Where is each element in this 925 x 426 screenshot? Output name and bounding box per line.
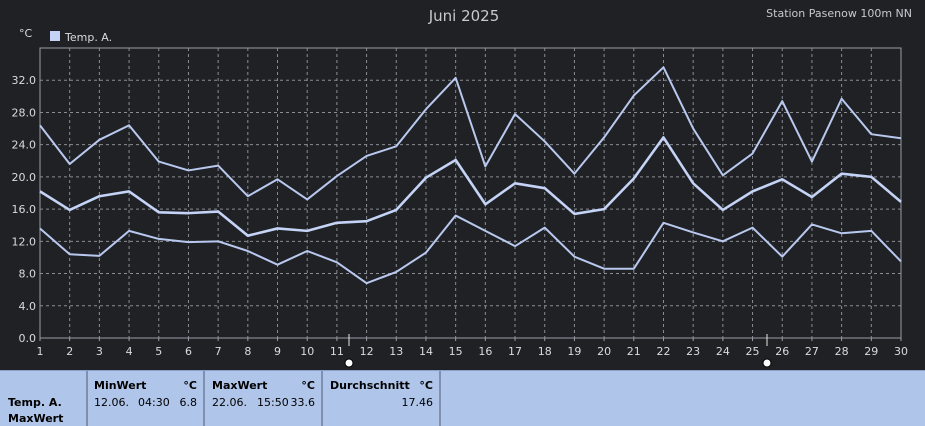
series-line-max [39,66,902,201]
x-tick-label: 24 [716,345,730,358]
y-axis-unit: °C [19,27,33,40]
row-label: Temp. A. [8,396,62,409]
min-unit: °C [183,379,197,392]
y-tick-label: 28.0 [12,106,37,119]
stats-row-label-cell: Temp. A. MaxWert [0,371,88,426]
x-tick-label: 14 [419,345,433,358]
x-tick-label: 20 [597,345,611,358]
max-cell: MaxWert °C 22.06. 15:50 33.6 [205,371,323,426]
max-marker-icon [762,358,772,368]
x-tick-label: 25 [746,345,760,358]
x-tick-label: 19 [567,345,581,358]
x-tick-label: 15 [449,345,463,358]
max-value: 33.6 [290,396,316,409]
legend-swatch [50,31,60,41]
grid [40,48,901,338]
max-header: MaxWert [212,379,268,392]
max-time: 15:50 [257,396,289,409]
chart-area: Juni 2025 Station Pasenow 100m NN °C Tem… [11,7,912,368]
x-tick-label: 12 [360,345,374,358]
min-header: MinWert [94,379,147,392]
y-tick-label: 24.0 [12,139,37,152]
series-line-avg [39,136,902,237]
x-tick-label: 8 [244,345,251,358]
avg-cell: Durchschnitt °C 17.46 [323,371,441,426]
legend-label: Temp. A. [64,31,112,44]
avg-header: Durchschnitt [330,379,410,392]
y-tick-label: 32.0 [12,74,37,87]
x-tick-label: 6 [185,345,192,358]
x-tick-label: 3 [96,345,103,358]
row-sublabel: MaxWert [8,412,64,425]
x-tick-label: 10 [300,345,314,358]
min-value: 6.8 [179,396,198,409]
y-tick-label: 20.0 [12,171,37,184]
x-tick-label: 11 [330,345,344,358]
x-tick-label: 1 [37,345,44,358]
y-tick-label: 16.0 [12,203,37,216]
max-unit: °C [301,379,315,392]
x-tick-label: 29 [864,345,878,358]
min-marker-icon [344,358,354,368]
x-tick-label: 7 [215,345,222,358]
y-tick-label: 12.0 [12,235,37,248]
x-ticks: 1 2 3 4 5 6 7 8 9 10 11 12 13 14 15 16 17 18 19 20 21 22 23 24 2… [37,338,908,358]
plot-frame [39,47,902,339]
y-tick-label: 4.0 [19,300,37,313]
avg-value: 17.46 [401,396,434,409]
x-tick-label: 5 [155,345,162,358]
min-time: 04:30 [138,396,170,409]
x-tick-label: 22 [656,345,670,358]
x-tick-label: 2 [66,345,73,358]
station-label: Station Pasenow 100m NN [766,7,912,20]
avg-unit: °C [419,379,433,392]
y-tick-label: 0.0 [19,332,37,345]
x-tick-label: 27 [805,345,819,358]
x-tick-label: 13 [389,345,403,358]
x-tick-label: 21 [627,345,641,358]
min-cell: MinWert °C 12.06. 04:30 6.8 [88,371,205,426]
x-tick-label: 17 [508,345,522,358]
y-ticks: 0.0 4.0 8.0 12.0 16.0 20.0 24.0 28.0 32.0 [12,74,37,345]
series-lines [39,66,902,285]
x-tick-label: 18 [538,345,552,358]
chart-title: Juni 2025 [428,7,500,25]
x-tick-label: 16 [478,345,492,358]
y-tick-label: 8.0 [19,268,37,281]
statistics-panel: Temp. A. MaxWert MinWert °C 12.06. 04:30… [0,370,925,426]
x-tick-label: 23 [686,345,700,358]
x-tick-label: 30 [894,345,908,358]
max-date: 22.06. [212,396,247,409]
min-date: 12.06. [94,396,129,409]
series-line-min [39,214,902,285]
temperature-chart: Juni 2025 Station Pasenow 100m NN °C Tem… [12,7,912,368]
x-tick-label: 4 [126,345,133,358]
x-tick-label: 28 [835,345,849,358]
x-tick-label: 26 [775,345,789,358]
x-tick-label: 9 [274,345,281,358]
